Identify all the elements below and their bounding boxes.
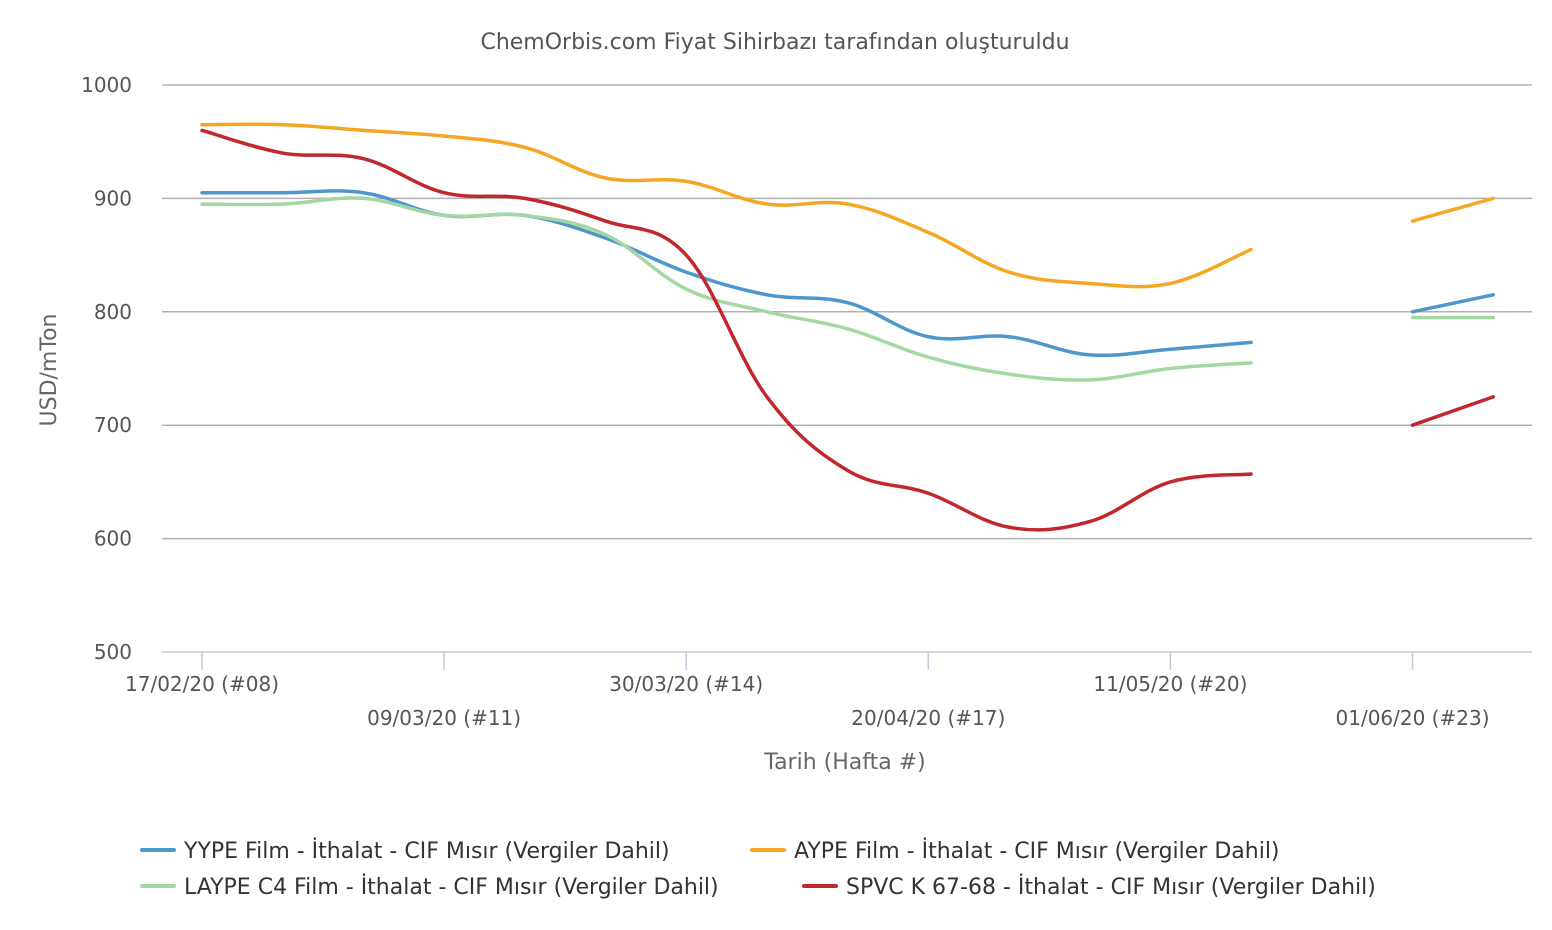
y-tick-label: 800: [94, 300, 132, 324]
x-tick-label: 30/03/20 (#14): [609, 672, 763, 696]
y-axis-title: USD/mTon: [37, 314, 62, 427]
legend-label: LAYPE C4 Film - İthalat - CIF Mısır (Ver…: [184, 874, 719, 900]
x-axis-ticks: 17/02/20 (#08) 09/03/20 (#11) 30/03/20 (#1…: [125, 652, 1490, 730]
y-tick-label: 1000: [81, 73, 132, 97]
legend-item[interactable]: SPVC K 67-68 - İthalat - CIF Mısır (Verg…: [802, 874, 1376, 900]
legend-item[interactable]: AYPE Film - İthalat - CIF Mısır (Vergile…: [750, 838, 1280, 864]
x-axis-title: Tarih (Hafta #): [763, 750, 925, 775]
x-tick-label: 09/03/20 (#11): [367, 706, 521, 730]
legend-label: YYPE Film - İthalat - CIF Mısır (Vergile…: [183, 838, 670, 864]
x-tick-label: 11/05/20 (#20): [1093, 672, 1247, 696]
x-tick-label: 17/02/20 (#08): [125, 672, 279, 696]
series-lines: [200, 122, 1495, 532]
legend-label: AYPE Film - İthalat - CIF Mısır (Vergile…: [794, 838, 1280, 864]
y-tick-label: 600: [94, 527, 132, 551]
y-axis-ticks: 500 600 700 800 900 1000: [81, 73, 132, 664]
legend-item[interactable]: YYPE Film - İthalat - CIF Mısır (Vergile…: [140, 838, 670, 864]
x-tick-label: 20/04/20 (#17): [851, 706, 1005, 730]
series-line-3: [200, 196, 1495, 382]
series-line-1: [200, 189, 1495, 358]
legend-item[interactable]: LAYPE C4 Film - İthalat - CIF Mısır (Ver…: [140, 874, 719, 900]
legend-label: SPVC K 67-68 - İthalat - CIF Mısır (Verg…: [846, 874, 1376, 900]
chart-title: ChemOrbis.com Fiyat Sihirbazı tarafından…: [480, 30, 1069, 55]
y-tick-label: 900: [94, 186, 132, 210]
legend: YYPE Film - İthalat - CIF Mısır (Vergile…: [140, 838, 1376, 900]
series-line-2: [200, 122, 1495, 289]
y-tick-label: 700: [94, 413, 132, 437]
y-tick-label: 500: [94, 640, 132, 664]
x-tick-label: 01/06/20 (#23): [1336, 706, 1490, 730]
series-line-4: [200, 128, 1495, 532]
